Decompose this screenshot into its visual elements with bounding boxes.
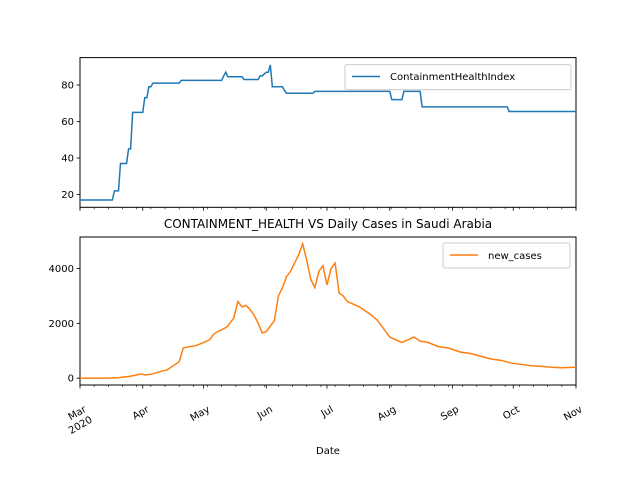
legend-frame	[344, 64, 572, 91]
y-tick-label: 40	[61, 154, 74, 165]
y-tick-label: 2000	[49, 319, 74, 330]
y-tick-label: 80	[61, 80, 74, 91]
subplot-containment-health: 20 40 60 80 ContainmentHealthIndex	[61, 57, 577, 211]
subplot-1-x-ticks	[79, 207, 577, 211]
series-line-containment-health-index	[80, 64, 576, 201]
series-line-new-cases	[80, 241, 577, 379]
subplot-1-y-ticks: 20 40 60 80	[61, 80, 80, 201]
legend-subplot-2: new_cases	[442, 242, 571, 269]
y-tick-label: 0	[68, 374, 74, 385]
x-axis-label: Date	[316, 446, 340, 457]
chart-title: CONTAINMENT_HEALTH VS Daily Cases in Sau…	[164, 217, 492, 231]
y-tick-label: 60	[61, 117, 74, 128]
subplot-2-y-ticks: 0 2000 4000	[49, 264, 80, 385]
legend-subplot-1: ContainmentHealthIndex	[344, 64, 572, 91]
legend-label-containment-health-index: ContainmentHealthIndex	[390, 72, 515, 83]
legend-label-new-cases: new_cases	[488, 251, 542, 262]
legend-frame	[442, 242, 571, 269]
y-tick-label: 4000	[49, 264, 74, 275]
y-tick-label: 20	[61, 190, 74, 201]
